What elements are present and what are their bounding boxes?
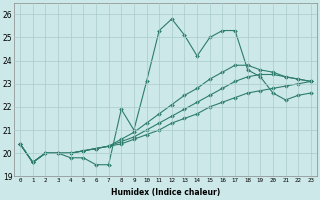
X-axis label: Humidex (Indice chaleur): Humidex (Indice chaleur) (111, 188, 220, 197)
